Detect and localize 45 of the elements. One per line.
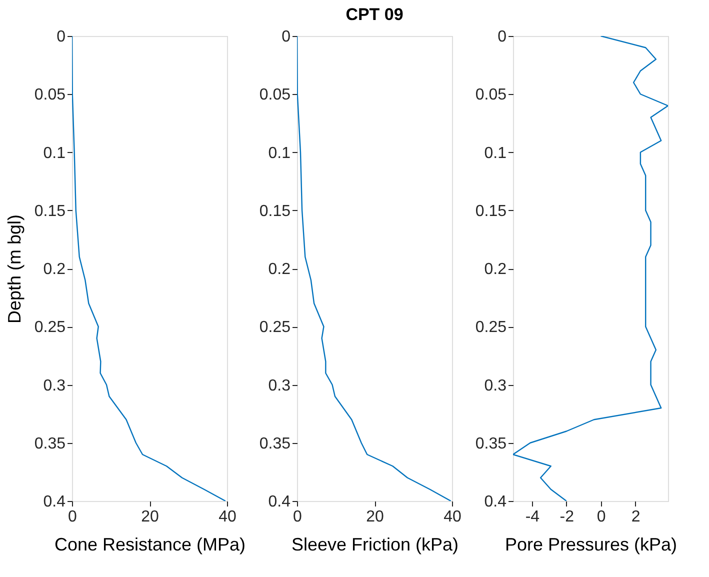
y-tick-label: 0.25 xyxy=(475,319,507,336)
y-tick-label: 0.2 xyxy=(43,261,66,278)
line-series xyxy=(297,36,452,501)
y-tick-label: 0.35 xyxy=(34,435,66,452)
chart-title: CPT 09 xyxy=(346,5,404,24)
y-tick-label: 0.05 xyxy=(475,86,507,104)
x-tick-label: 0 xyxy=(596,508,606,526)
y-tick-label: 0 xyxy=(498,28,507,46)
y-tick-label: 0.1 xyxy=(484,144,507,162)
y-tick-label: 0.4 xyxy=(43,494,66,510)
y-tick-label: 0.35 xyxy=(259,435,291,452)
y-tick-label: 0.2 xyxy=(268,261,291,278)
y-tick-label: 0.15 xyxy=(475,202,507,220)
y-tick-label: 0.4 xyxy=(484,494,507,510)
y-tick-label: 0.25 xyxy=(34,319,66,336)
y-tick-label: 0.3 xyxy=(268,377,291,394)
y-tick-label: 0.1 xyxy=(268,144,291,162)
x-tick-label: 0 xyxy=(68,508,78,526)
x-tick-label: 0 xyxy=(293,508,302,526)
x-tick-label: -2 xyxy=(560,508,574,526)
y-tick-label: 0.15 xyxy=(259,202,291,220)
y-tick-label: 0.05 xyxy=(34,86,66,104)
y-tick-label: 0.05 xyxy=(259,86,291,104)
y-tick-label: 0.3 xyxy=(484,377,507,394)
y-tick-label: 0.15 xyxy=(34,202,66,220)
y-tick-label: 0 xyxy=(282,28,291,46)
x-tick-label: 20 xyxy=(141,508,159,526)
y-tick-label: 0.35 xyxy=(475,435,507,452)
y-tick-label: 0 xyxy=(56,28,66,46)
y-tick-label: 0.4 xyxy=(268,494,291,510)
x-tick-label: 2 xyxy=(631,508,640,526)
line-series xyxy=(513,36,668,501)
x-axis-title: Sleeve Friction (kPa) xyxy=(291,534,459,554)
x-tick-label: 40 xyxy=(444,508,462,526)
y-tick-label: 0.1 xyxy=(43,144,66,162)
y-tick-label: 0.3 xyxy=(43,377,66,394)
y-axis-title: Depth (m bgl) xyxy=(4,214,24,324)
x-tick-label: 20 xyxy=(366,508,384,526)
x-tick-label: 40 xyxy=(218,508,236,526)
line-series xyxy=(72,36,226,501)
x-axis-title: Cone Resistance (MPa) xyxy=(54,534,246,554)
y-tick-label: 0.25 xyxy=(259,319,291,336)
x-tick-label: -4 xyxy=(525,508,540,526)
x-axis-title: Pore Pressures (kPa) xyxy=(504,534,678,554)
y-tick-label: 0.2 xyxy=(484,261,507,278)
